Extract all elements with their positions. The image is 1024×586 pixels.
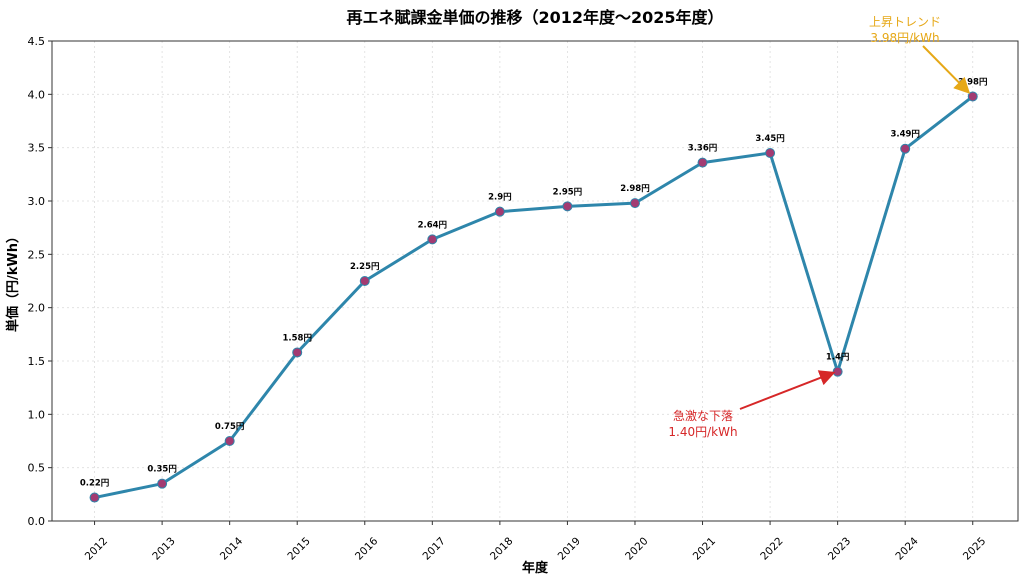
grid [52, 40, 1018, 522]
data-label: 3.45円 [755, 134, 784, 144]
data-point [494, 206, 505, 217]
data-point [832, 366, 843, 377]
data-point [359, 276, 370, 286]
series-line: 0.22円 0.35円 0.75円 1.58円 2.25円 2.64円 2.9円 2.95円 2… [80, 77, 987, 503]
data-label: 3.49円 [890, 130, 919, 140]
data-point [224, 436, 235, 446]
series-path [94, 95, 974, 500]
annotation-text: 急激な下落 [673, 408, 733, 423]
x-tick-label: 2019 [556, 535, 583, 562]
data-point [629, 198, 640, 209]
data-point [967, 91, 978, 102]
data-point [765, 148, 776, 158]
y-tick-label: 4.0 [28, 88, 46, 101]
y-tick-label: 2.5 [28, 248, 46, 261]
y-tick-label: 4.5 [28, 35, 46, 48]
x-tick-label: 2015 [285, 535, 312, 562]
data-label: 0.35円 [147, 465, 176, 475]
y-axis-ticks: 0.0 0.5 1.0 1.5 2.0 2.5 3.0 3.5 4.0 4.5 [28, 35, 52, 528]
data-point [89, 492, 100, 503]
x-tick-label: 2023 [826, 535, 853, 562]
annotation-arrow [739, 370, 836, 410]
data-label: 3.36円 [688, 144, 717, 154]
x-tick-label: 2025 [961, 535, 988, 562]
data-point [562, 201, 573, 212]
y-tick-label: 3.5 [28, 142, 46, 155]
data-label: 3.98円 [958, 77, 987, 87]
x-tick-label: 2018 [488, 535, 515, 562]
x-axis-label: 年度 [522, 560, 549, 576]
y-tick-label: 1.0 [28, 408, 46, 421]
annotation-text: 1.40円/kWh [668, 425, 737, 439]
data-label: 1.4円 [826, 353, 850, 363]
annotation-text: 3.98円/kWh [870, 31, 939, 45]
y-tick-label: 1.5 [28, 355, 46, 368]
x-tick-label: 2014 [218, 535, 246, 563]
data-label: 1.58円 [282, 333, 311, 343]
y-tick-label: 0.0 [28, 515, 46, 528]
x-tick-label: 2012 [83, 535, 110, 562]
data-label: 0.22円 [80, 479, 109, 489]
x-tick-label: 2016 [353, 535, 381, 563]
annotations: 急激な下落 1.40円/kWh 上昇トレンド 3.98円/kWh [668, 15, 971, 439]
x-tick-label: 2022 [758, 535, 785, 562]
data-label: 2.64円 [418, 220, 447, 230]
x-tick-label: 2020 [623, 535, 650, 562]
annotation-text: 上昇トレンド [869, 15, 941, 29]
data-point [292, 347, 303, 358]
x-tick-label: 2024 [893, 535, 921, 563]
data-point [900, 143, 911, 154]
x-tick-label: 2017 [421, 535, 448, 562]
data-point [697, 157, 708, 168]
annotation-arrow [922, 45, 971, 94]
data-label: 0.75円 [215, 422, 244, 432]
y-tick-label: 0.5 [28, 462, 46, 475]
data-label: 2.9円 [488, 193, 512, 203]
x-tick-label: 2013 [150, 535, 177, 562]
y-axis-label: 単価（円/kWh） [5, 230, 21, 332]
y-tick-label: 2.0 [28, 302, 46, 315]
y-tick-label: 3.0 [28, 195, 46, 208]
data-label: 2.95円 [553, 187, 582, 197]
data-label: 2.98円 [620, 184, 649, 194]
data-label: 2.25円 [350, 262, 379, 272]
plot-frame [51, 40, 1019, 522]
data-point [157, 478, 168, 489]
x-tick-label: 2021 [691, 535, 718, 562]
data-point [427, 234, 438, 245]
chart-title: 再エネ賦課金単価の推移（2012年度〜2025年度） [346, 8, 723, 27]
x-axis-ticks: 2012 2013 2014 2015 2016 2017 2018 2019 2020 2021… [83, 521, 988, 563]
